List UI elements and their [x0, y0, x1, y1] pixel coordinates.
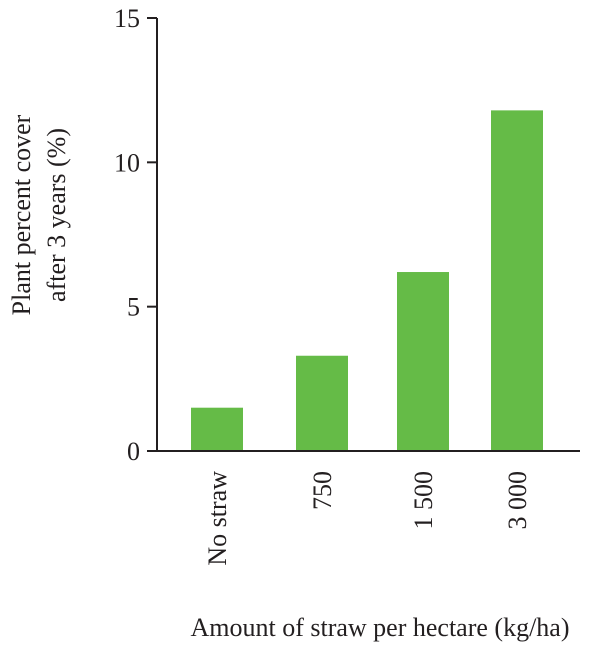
y-axis-title-line-1: Plant percent cover [7, 114, 36, 315]
x-axis-title: Amount of straw per hectare (kg/ha) [190, 613, 569, 642]
bar [397, 272, 449, 451]
x-category-label: 3 000 [503, 471, 532, 530]
y-tick-label: 5 [127, 293, 140, 322]
y-tick-label: 15 [114, 4, 140, 33]
y-axis-title-line-2: after 3 years (%) [42, 128, 71, 302]
x-category-label: 1 500 [409, 471, 438, 530]
bar [296, 355, 348, 451]
x-category-label: No straw [203, 471, 232, 566]
x-category-label: 750 [308, 471, 337, 510]
y-tick-label: 10 [114, 148, 140, 177]
bar [191, 407, 243, 451]
y-ticks-group: 0 5 10 15 [114, 4, 157, 466]
bars-group [191, 110, 543, 451]
y-tick-label: 0 [127, 437, 140, 466]
x-category-labels-group: No straw 750 1 500 3 000 [203, 471, 532, 566]
bar [491, 110, 543, 451]
